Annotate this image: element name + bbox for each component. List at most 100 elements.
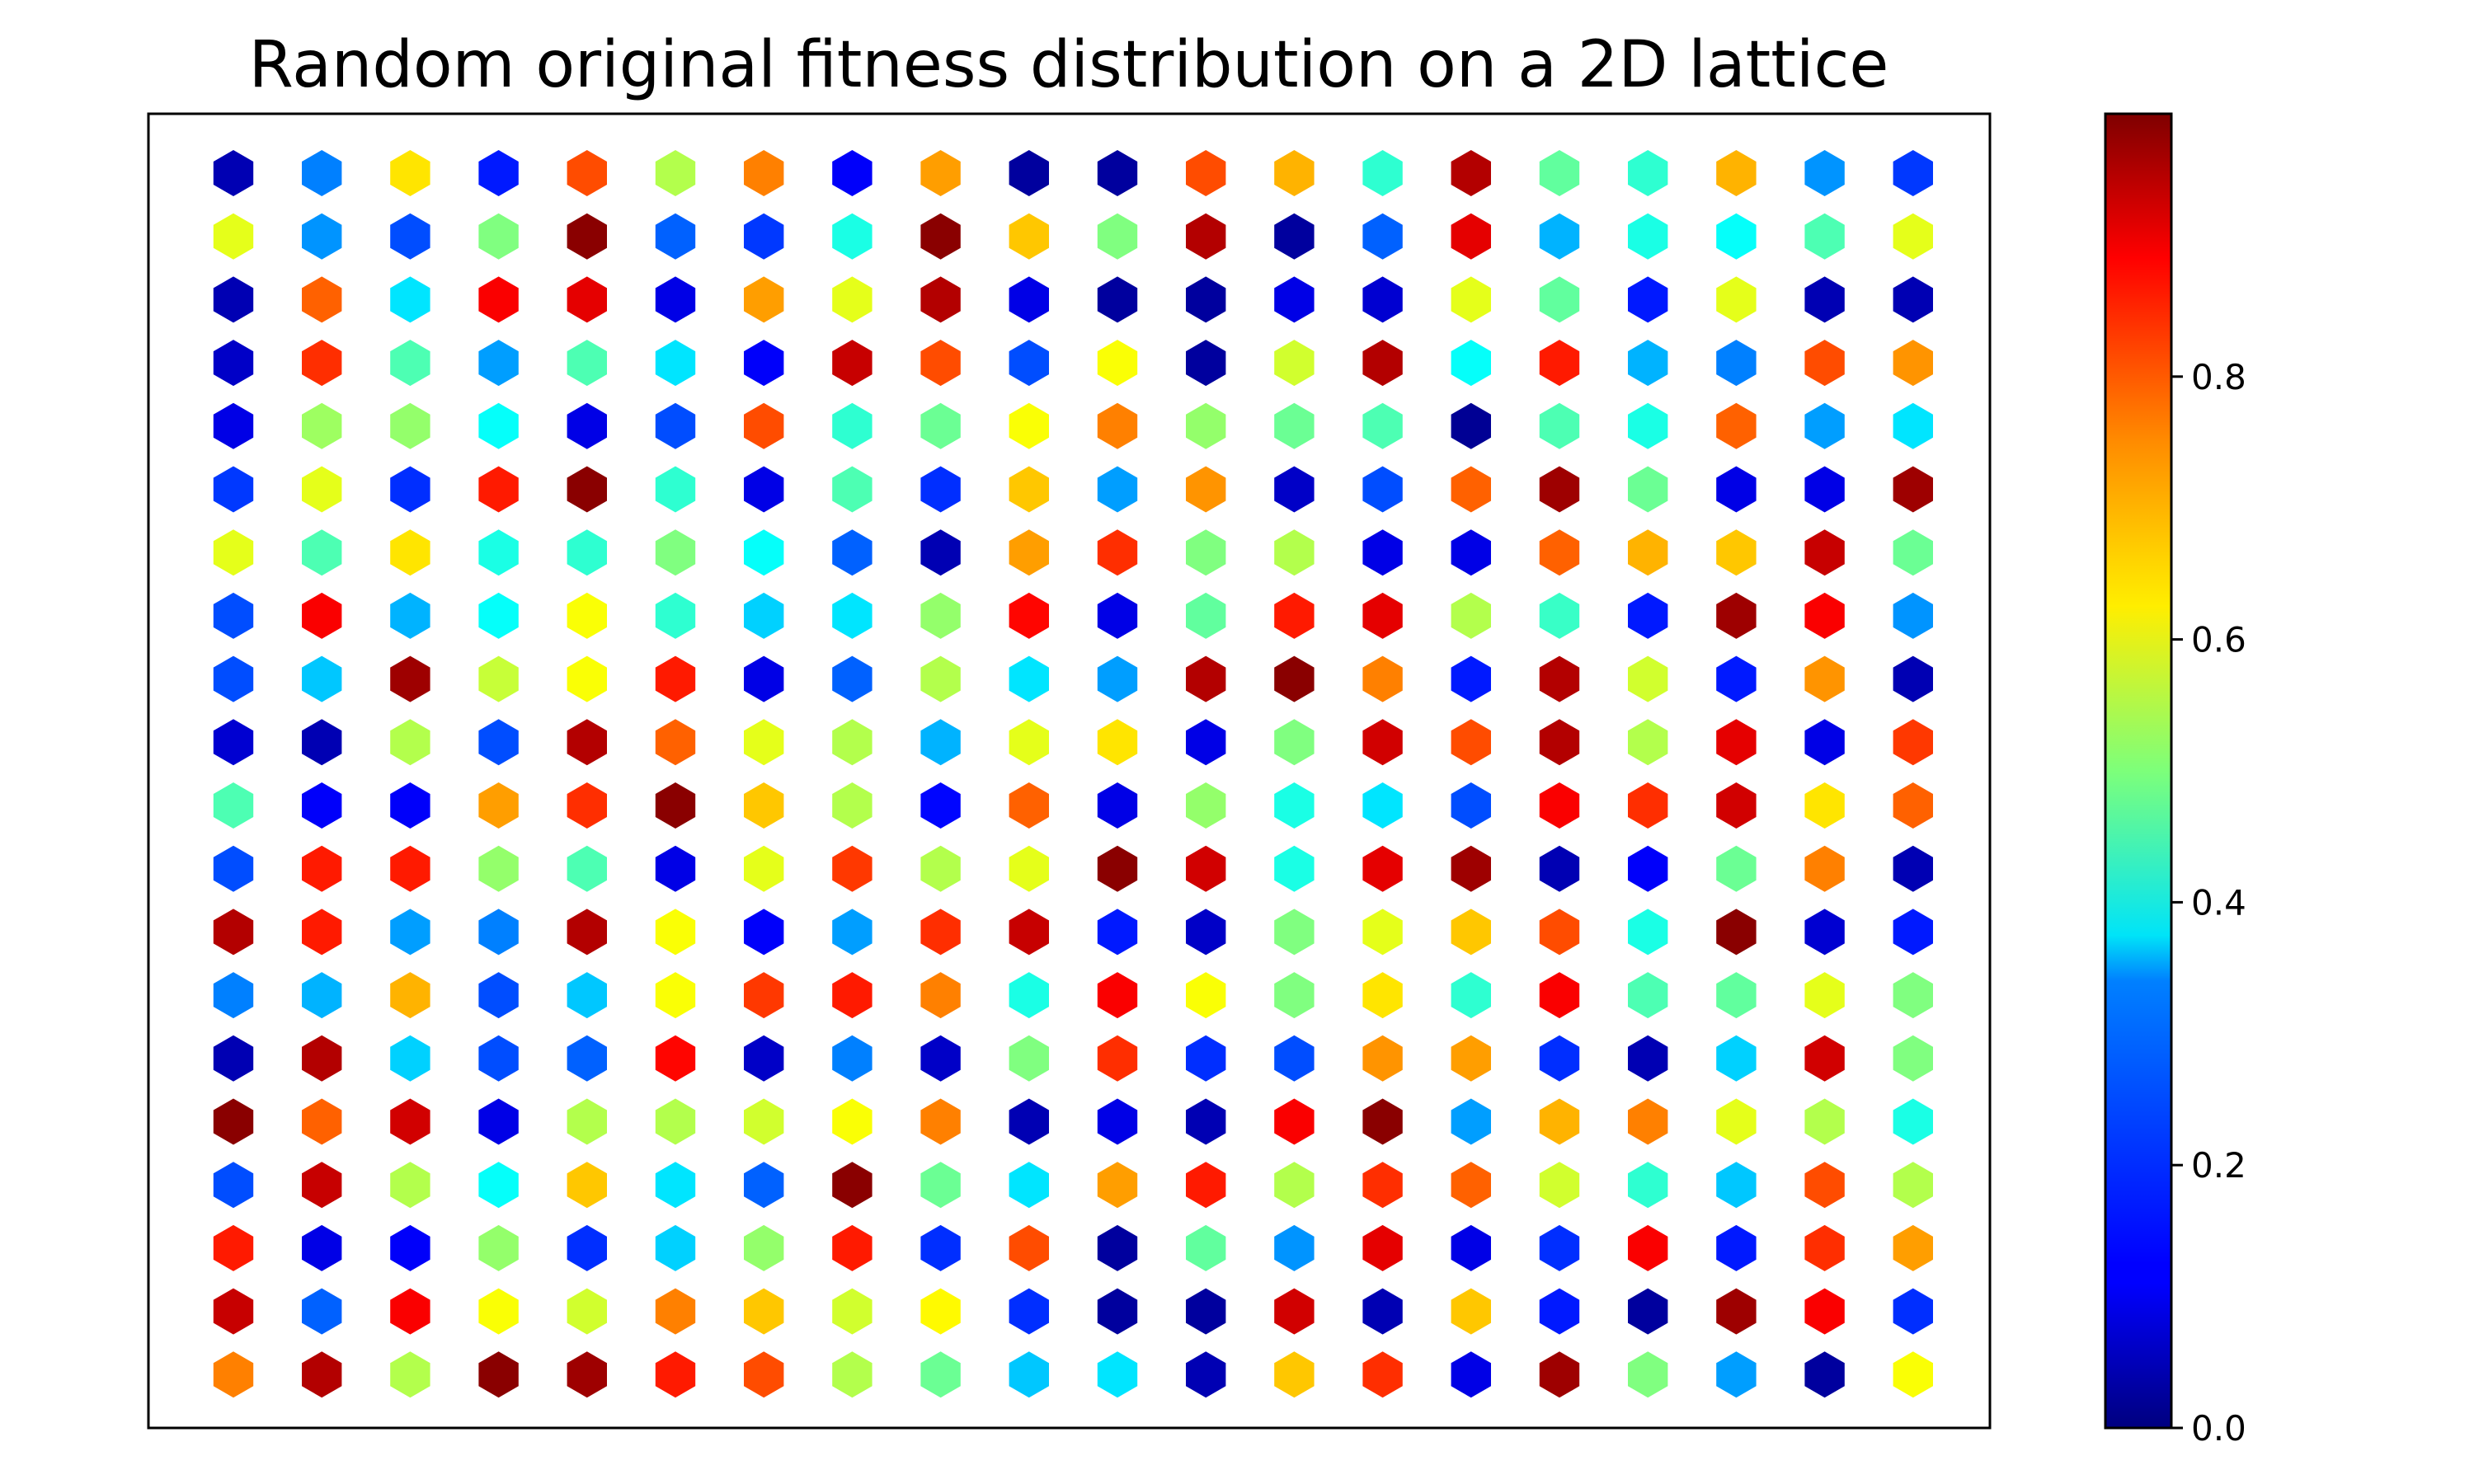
- hex-cell-r7-c10: [1097, 592, 1138, 639]
- hex-cell-r1-c12: [1274, 213, 1315, 260]
- hex-cell-r7-c0: [213, 592, 254, 639]
- hex-cell-r11-c17: [1716, 845, 1757, 892]
- hex-cell-r3-c9: [1009, 340, 1049, 387]
- hex-cell-r4-c5: [655, 402, 696, 449]
- hex-cell-r2-c4: [567, 276, 607, 323]
- hex-cell-r3-c5: [655, 340, 696, 387]
- hex-cell-r5-c11: [1186, 466, 1226, 513]
- hex-cell-r15-c8: [920, 1098, 961, 1145]
- hex-cell-r16-c11: [1186, 1162, 1226, 1209]
- hex-cell-r7-c7: [832, 592, 872, 639]
- hex-cell-r18-c10: [1097, 1288, 1138, 1335]
- hex-cell-r15-c18: [1804, 1098, 1845, 1145]
- hex-cell-r15-c1: [302, 1098, 342, 1145]
- hex-cell-r12-c7: [832, 909, 872, 956]
- hex-cell-r19-c13: [1362, 1351, 1403, 1398]
- hex-cell-r18-c16: [1628, 1288, 1668, 1335]
- hex-cell-r2-c19: [1893, 276, 1933, 323]
- hex-cell-r18-c17: [1716, 1288, 1757, 1335]
- hex-cell-r0-c6: [744, 150, 784, 196]
- hex-cell-r1-c8: [920, 213, 961, 260]
- hex-cell-r13-c3: [478, 972, 519, 1019]
- hex-cell-r10-c17: [1716, 782, 1757, 829]
- hex-cell-r16-c18: [1804, 1162, 1845, 1209]
- hex-cell-r5-c16: [1628, 466, 1668, 513]
- hex-cell-r7-c12: [1274, 592, 1315, 639]
- chart-title: Random original fitness distribution on …: [249, 28, 1889, 102]
- hex-cell-r19-c0: [213, 1351, 254, 1398]
- hex-cell-r13-c2: [390, 972, 430, 1019]
- hex-cell-r3-c8: [920, 340, 961, 387]
- hex-cell-r12-c14: [1451, 909, 1491, 956]
- hex-cell-r13-c16: [1628, 972, 1668, 1019]
- hex-cell-r10-c10: [1097, 782, 1138, 829]
- hex-cell-r15-c2: [390, 1098, 430, 1145]
- hex-cell-r12-c6: [744, 909, 784, 956]
- hex-cell-r17-c13: [1362, 1224, 1403, 1271]
- hex-cell-r17-c15: [1539, 1224, 1580, 1271]
- hex-cell-r15-c0: [213, 1098, 254, 1145]
- colorbar-tick-label: 0.6: [2191, 620, 2246, 660]
- hex-cell-r12-c19: [1893, 909, 1933, 956]
- hex-cell-r1-c3: [478, 213, 519, 260]
- hex-cell-r5-c12: [1274, 466, 1315, 513]
- hex-cell-r19-c18: [1804, 1351, 1845, 1398]
- hex-cell-r11-c10: [1097, 845, 1138, 892]
- hex-cell-r14-c2: [390, 1035, 430, 1082]
- hex-cell-r19-c15: [1539, 1351, 1580, 1398]
- hex-cell-r12-c13: [1362, 909, 1403, 956]
- hex-cell-r17-c6: [744, 1224, 784, 1271]
- hex-cell-r4-c15: [1539, 402, 1580, 449]
- hex-cell-r1-c0: [213, 213, 254, 260]
- hex-cell-r6-c16: [1628, 529, 1668, 576]
- hex-cell-r3-c10: [1097, 340, 1138, 387]
- hex-cell-r17-c12: [1274, 1224, 1315, 1271]
- hex-cell-r1-c16: [1628, 213, 1668, 260]
- hex-cell-r7-c8: [920, 592, 961, 639]
- hex-cell-r8-c6: [744, 655, 784, 702]
- hex-cell-r12-c2: [390, 909, 430, 956]
- hex-cell-r10-c6: [744, 782, 784, 829]
- hex-cell-r13-c0: [213, 972, 254, 1019]
- hex-cell-r11-c3: [478, 845, 519, 892]
- hex-cell-r6-c13: [1362, 529, 1403, 576]
- hex-cell-r4-c1: [302, 402, 342, 449]
- hex-cell-r5-c7: [832, 466, 872, 513]
- hex-cell-r11-c7: [832, 845, 872, 892]
- hex-cell-r16-c15: [1539, 1162, 1580, 1209]
- hex-cell-r5-c8: [920, 466, 961, 513]
- hex-cell-r13-c9: [1009, 972, 1049, 1019]
- hex-cell-r1-c9: [1009, 213, 1049, 260]
- hex-cell-r3-c16: [1628, 340, 1668, 387]
- hex-cell-r4-c3: [478, 402, 519, 449]
- hex-cell-r17-c2: [390, 1224, 430, 1271]
- hex-cell-r8-c8: [920, 655, 961, 702]
- hex-cell-r9-c7: [832, 719, 872, 766]
- hex-cell-r11-c18: [1804, 845, 1845, 892]
- hex-cell-r14-c1: [302, 1035, 342, 1082]
- hex-cell-r19-c2: [390, 1351, 430, 1398]
- hex-cell-r1-c10: [1097, 213, 1138, 260]
- hex-cell-r14-c5: [655, 1035, 696, 1082]
- hex-cell-r14-c12: [1274, 1035, 1315, 1082]
- hex-cell-r14-c15: [1539, 1035, 1580, 1082]
- hex-cell-r12-c5: [655, 909, 696, 956]
- hex-cell-r1-c11: [1186, 213, 1226, 260]
- hex-cell-r6-c5: [655, 529, 696, 576]
- hex-cell-r0-c10: [1097, 150, 1138, 196]
- hex-cell-r15-c4: [567, 1098, 607, 1145]
- hex-cell-r0-c14: [1451, 150, 1491, 196]
- hex-cell-r16-c5: [655, 1162, 696, 1209]
- hex-cell-r11-c6: [744, 845, 784, 892]
- hex-cell-r19-c7: [832, 1351, 872, 1398]
- hex-cell-r13-c19: [1893, 972, 1933, 1019]
- hex-cell-r7-c16: [1628, 592, 1668, 639]
- hex-cell-r10-c3: [478, 782, 519, 829]
- hex-cell-r11-c1: [302, 845, 342, 892]
- hex-cell-r19-c3: [478, 1351, 519, 1398]
- hex-cell-r3-c15: [1539, 340, 1580, 387]
- hex-cell-r6-c7: [832, 529, 872, 576]
- hex-cell-r13-c18: [1804, 972, 1845, 1019]
- hex-cell-r13-c5: [655, 972, 696, 1019]
- hex-cell-r15-c16: [1628, 1098, 1668, 1145]
